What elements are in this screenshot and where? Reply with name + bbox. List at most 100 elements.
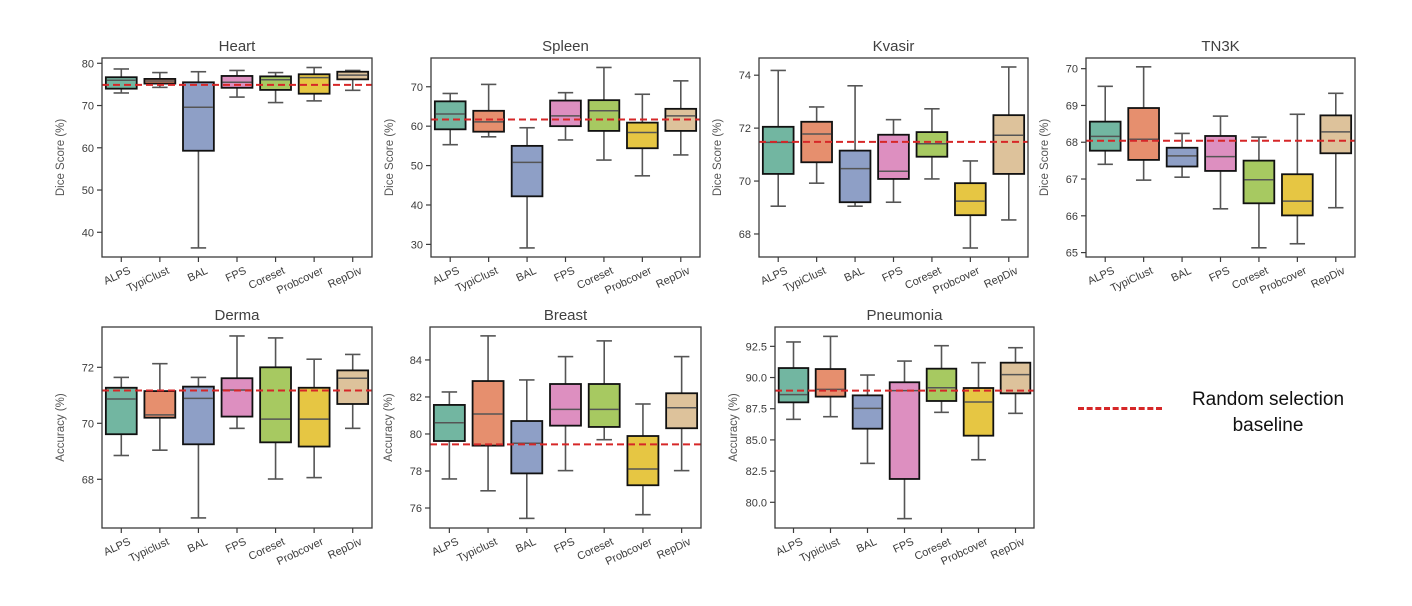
box-iqr <box>104 76 138 90</box>
box-repdiv <box>336 353 370 430</box>
plot-area <box>431 66 700 249</box>
box-bal <box>851 374 884 465</box>
box-bal <box>838 84 872 207</box>
box-typiclust <box>800 106 833 184</box>
box-typiclust <box>472 83 505 138</box>
x-tick-label: BAL <box>842 265 866 285</box>
y-tick-label: 68 <box>739 229 751 241</box>
y-axis-label: Dice Score (%) <box>384 119 396 196</box>
y-tick-label: 40 <box>82 227 94 239</box>
box-iqr <box>777 367 810 404</box>
y-tick-label: 84 <box>410 355 422 367</box>
x-tick-label: RepDiv <box>655 536 693 562</box>
box-iqr <box>954 182 987 217</box>
y-axis-label: Accuracy (%) <box>383 393 395 462</box>
box-iqr <box>838 149 872 204</box>
y-axis-label: Accuracy (%) <box>728 393 740 462</box>
box-alps <box>104 68 138 94</box>
y-tick-label: 90.0 <box>746 373 767 385</box>
box-typiclust <box>1127 66 1160 181</box>
y-tick-label: 66 <box>1066 211 1078 223</box>
box-iqr <box>1165 146 1199 168</box>
x-tick-label: BAL <box>514 536 538 556</box>
plot-area <box>1086 66 1355 249</box>
box-iqr <box>510 144 544 198</box>
x-tick-label: RepDiv <box>989 536 1027 562</box>
box-probcover <box>626 403 660 516</box>
x-tick-label: Typiclust <box>798 536 842 565</box>
legend-baseline-line <box>1078 407 1162 410</box>
y-tick-label: 68 <box>1066 137 1078 149</box>
plot-area <box>775 335 1034 520</box>
box-repdiv <box>664 80 698 156</box>
y-tick-label: 74 <box>739 70 751 82</box>
y-axis-label: Dice Score (%) <box>712 119 724 196</box>
subplot-title: Pneumonia <box>867 307 944 324</box>
x-tick-label: BAL <box>514 265 538 285</box>
x-tick-label: Typiclust <box>455 536 499 565</box>
box-repdiv <box>336 69 370 92</box>
box-iqr <box>888 381 921 480</box>
x-tick-label: FPS <box>224 265 248 285</box>
box-alps <box>104 376 138 457</box>
box-iqr <box>297 386 331 448</box>
box-fps <box>549 91 582 141</box>
x-tick-label: BAL <box>186 265 210 285</box>
box-iqr <box>992 114 1026 175</box>
subplot-title: Spleen <box>542 38 589 55</box>
box-coreset <box>1242 136 1276 249</box>
subplot-pneumonia: Pneumonia Accuracy (%) 80.0 82.5 85.0 87.5 90.… <box>728 307 1035 568</box>
box-iqr <box>587 383 621 428</box>
y-tick-label: 87.5 <box>746 404 767 416</box>
y-tick-label: 70 <box>82 101 94 113</box>
x-tick-label: FPS <box>552 536 576 556</box>
x-tick-label: TypiClust <box>125 265 171 295</box>
y-tick-label: 40 <box>411 200 423 212</box>
x-tick-label: RepDiv <box>326 536 364 562</box>
legend-label: Random selection baseline <box>1178 387 1358 439</box>
box-iqr <box>259 75 292 91</box>
plot-area <box>759 66 1028 249</box>
x-tick-label: RepDiv <box>982 265 1020 291</box>
box-bal <box>182 376 215 519</box>
box-alps <box>1088 85 1122 166</box>
box-coreset <box>259 337 292 480</box>
box-iqr <box>182 81 215 152</box>
box-repdiv <box>999 346 1032 415</box>
box-probcover <box>1281 113 1314 245</box>
box-iqr <box>761 125 795 175</box>
y-tick-label: 70 <box>1066 64 1078 76</box>
box-iqr <box>510 420 544 475</box>
x-tick-label: RepDiv <box>326 265 364 291</box>
box-probcover <box>297 358 331 479</box>
y-axis-label: Accuracy (%) <box>55 393 67 462</box>
y-tick-label: 70 <box>411 82 423 94</box>
box-alps <box>432 391 466 480</box>
box-iqr <box>999 361 1032 395</box>
box-fps <box>220 335 254 430</box>
box-iqr <box>143 390 177 419</box>
subplot-title: Kvasir <box>873 38 915 55</box>
y-tick-label: 80 <box>410 429 422 441</box>
subplot-title: Derma <box>214 307 260 324</box>
y-tick-label: 69 <box>1066 100 1078 112</box>
x-tick-label: BAL <box>186 536 210 556</box>
box-bal <box>510 126 544 249</box>
x-tick-label: TypiClust <box>1109 265 1155 295</box>
box-bal <box>510 379 544 520</box>
box-typiclust <box>814 335 847 418</box>
box-iqr <box>962 387 995 437</box>
box-coreset <box>587 66 621 161</box>
box-alps <box>777 341 810 421</box>
plot-area <box>102 66 372 249</box>
y-tick-label: 72 <box>739 123 751 135</box>
box-fps <box>549 355 582 472</box>
legend-label-line2: baseline <box>1232 415 1304 436</box>
y-tick-label: 50 <box>82 185 94 197</box>
x-tick-label: TypiClust <box>782 265 828 295</box>
